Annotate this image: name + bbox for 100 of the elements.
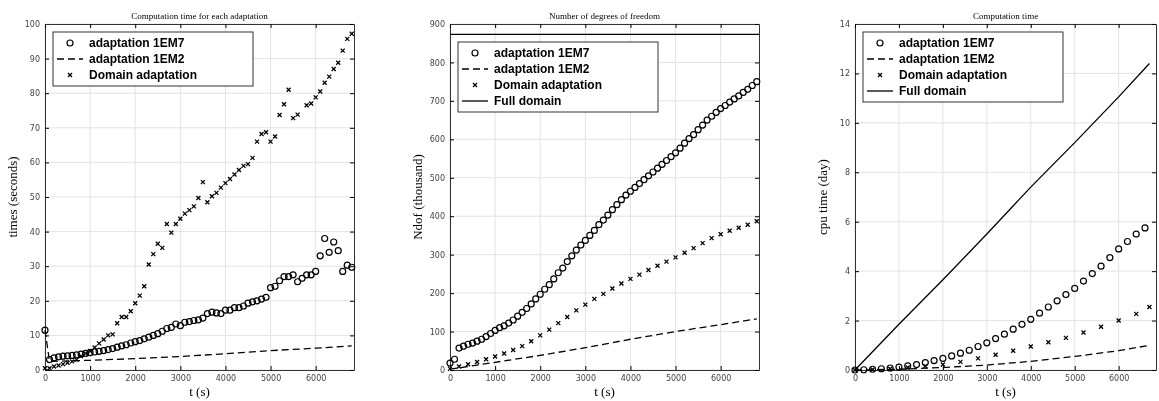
y-tick-label: 10 [839, 118, 850, 128]
point [930, 357, 938, 365]
legend-label: adaptation 1EM2 [89, 52, 185, 66]
point [609, 285, 616, 292]
x-tick-label: 5000 [665, 373, 687, 383]
point [1028, 343, 1034, 350]
x-tick-label: 0 [852, 373, 859, 383]
point [672, 254, 679, 261]
legend-label: adaptation 1EM7 [494, 46, 590, 60]
point [1062, 291, 1070, 299]
point [1146, 304, 1153, 310]
y-tick-label: 20 [29, 296, 40, 306]
point [600, 291, 607, 297]
point [1141, 224, 1149, 232]
point [965, 346, 973, 354]
y-tick-label: 800 [429, 58, 445, 68]
y-tick-label: 12 [839, 69, 850, 79]
point [456, 363, 462, 370]
legend-label: Full domain [899, 84, 967, 98]
y-axis-title: Ndof (thousand) [410, 154, 425, 240]
y-tick-label: 300 [429, 250, 445, 260]
point [636, 272, 643, 278]
point [465, 361, 471, 367]
point [492, 353, 498, 360]
x-tick-label: 1000 [485, 373, 506, 383]
legend-label: adaptation 1EM7 [899, 36, 995, 50]
x-tick-label: 6000 [710, 373, 732, 383]
point [501, 350, 507, 357]
y-tick-label: 100 [429, 327, 445, 337]
y-tick-label: 100 [24, 20, 40, 30]
point [627, 276, 634, 282]
y-tick-label: 90 [29, 54, 40, 64]
point [1071, 284, 1079, 293]
point [1018, 320, 1026, 328]
x-tick-label: 0 [42, 373, 49, 383]
x-tick-label: 0 [447, 373, 454, 383]
x-tick-label: 2000 [933, 373, 954, 383]
x-axis-title: t (s) [594, 384, 615, 399]
point [564, 314, 570, 320]
y-tick-label: 30 [29, 262, 40, 272]
point [645, 267, 652, 273]
y-tick-label: 8 [844, 168, 850, 178]
x-tick-label: 3000 [977, 373, 998, 383]
point [1097, 262, 1105, 270]
point [877, 365, 885, 373]
point [681, 250, 688, 256]
point [974, 342, 982, 351]
x-tick-label: 3000 [575, 373, 597, 383]
point [591, 296, 597, 302]
point [1009, 325, 1017, 333]
point [1079, 277, 1088, 285]
point [708, 235, 715, 241]
chart-title: Computation time for each adaptation [131, 11, 269, 21]
x-tick-label: 4000 [215, 373, 237, 383]
y-tick-label: 80 [29, 89, 40, 99]
x-tick-label: 1000 [889, 373, 910, 383]
point [1123, 237, 1132, 246]
point [975, 355, 981, 362]
point [1027, 315, 1035, 323]
point [921, 358, 929, 367]
point [1088, 270, 1096, 278]
y-tick-label: 2 [844, 316, 850, 326]
y-tick-label: 10 [29, 331, 40, 341]
point [654, 263, 661, 269]
legend-label: Domain adaptation [899, 68, 1008, 82]
x-tick-label: 2000 [125, 373, 146, 383]
y-tick-label: 4 [844, 267, 850, 277]
point [1115, 245, 1123, 253]
point [1053, 297, 1061, 305]
x-tick-label: 5000 [1065, 373, 1086, 383]
point [992, 335, 1000, 343]
y-tick-label: 600 [429, 135, 445, 145]
y-tick-label: 200 [429, 289, 445, 299]
point [912, 360, 921, 369]
y-tick-label: 70 [29, 123, 40, 133]
legend-label: Domain adaptation [89, 68, 198, 82]
point [957, 359, 964, 365]
chart-title: Number of degrees of freedom [549, 11, 660, 21]
y-tick-label: 0 [34, 366, 40, 376]
point [1098, 324, 1104, 330]
legend-label: adaptation 1EM7 [89, 36, 185, 50]
point [555, 320, 561, 326]
point [546, 326, 552, 333]
point [983, 339, 991, 347]
legend-label: Domain adaptation [494, 78, 603, 92]
point [483, 356, 489, 362]
point [510, 347, 516, 353]
point [1010, 348, 1016, 354]
y-tick-label: 0 [844, 366, 850, 376]
y-tick-label: 50 [29, 193, 40, 203]
y-tick-label: 700 [429, 96, 445, 106]
y-axis-title: cpu time (day) [815, 159, 830, 235]
y-tick-label: 60 [29, 158, 40, 168]
chart-title: Computation time [972, 11, 1039, 21]
y-axis-title: times (seconds) [5, 156, 20, 238]
point [940, 361, 946, 368]
y-tick-label: 6 [844, 217, 850, 227]
point [1133, 311, 1139, 317]
x-tick-label: 4000 [620, 373, 642, 383]
point [690, 245, 697, 251]
